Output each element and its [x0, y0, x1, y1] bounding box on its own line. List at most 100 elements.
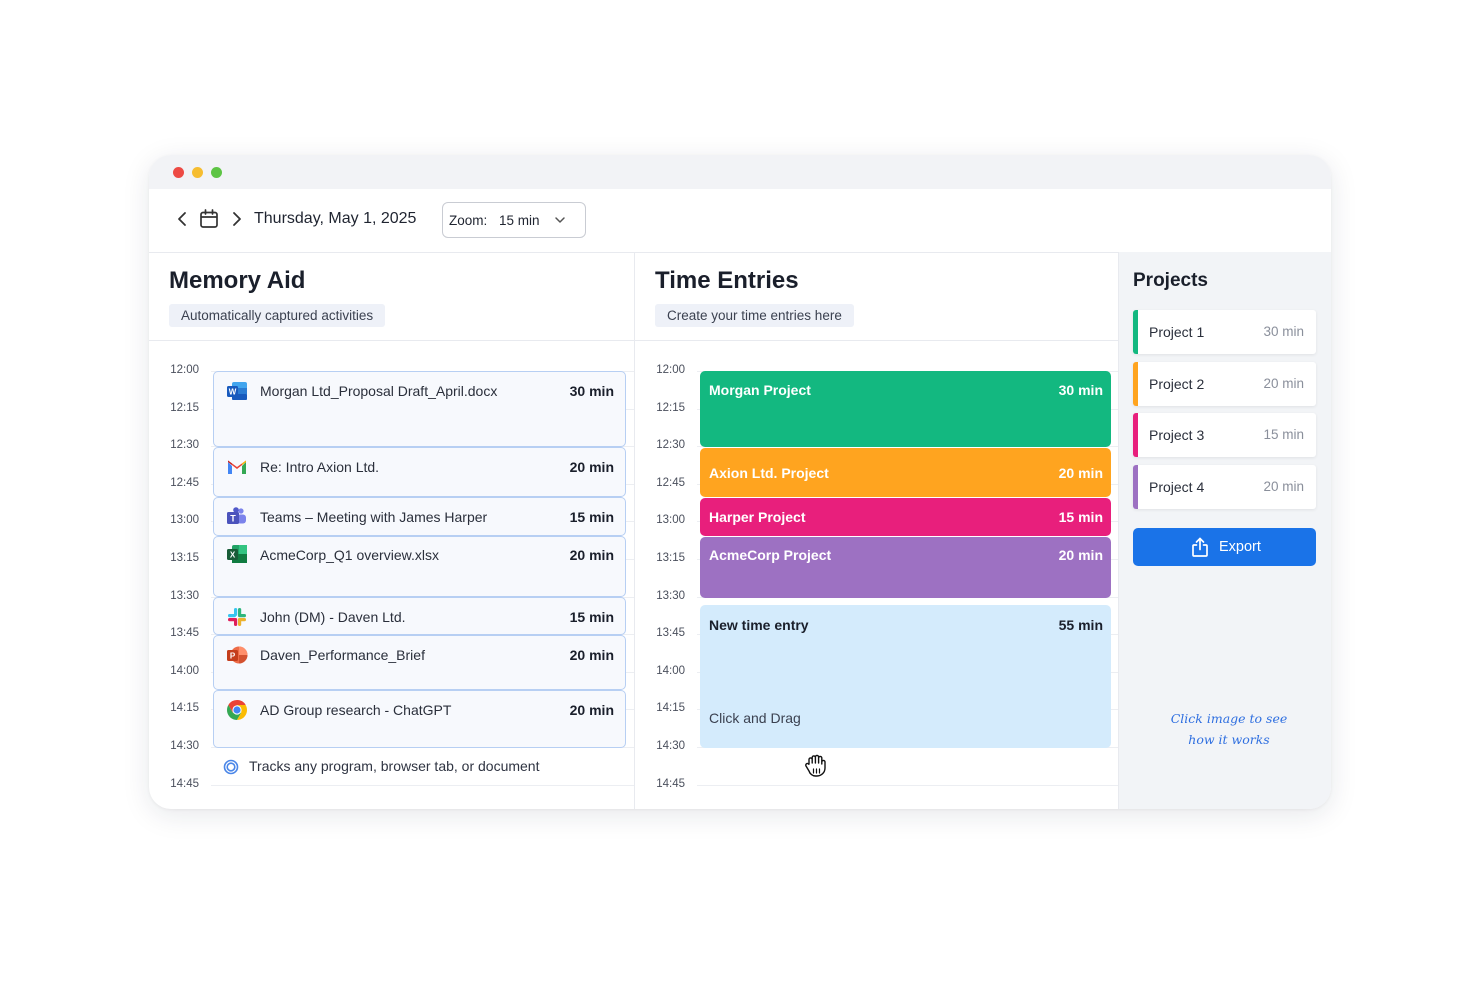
toolbar: Thursday, May 1, 2025 Zoom: 15 min	[149, 189, 1331, 253]
time-label: 13:00	[656, 514, 685, 527]
project-duration: 15 min	[1263, 427, 1304, 442]
activity-title: Teams – Meeting with James Harper	[260, 509, 488, 525]
project-name: Project 1	[1149, 324, 1205, 340]
time-gridline	[211, 784, 634, 786]
time-label: 12:45	[170, 476, 199, 489]
project-name: Project 4	[1149, 479, 1205, 495]
activity-item[interactable]: X AcmeCorp_Q1 overview.xlsx 20 min	[213, 536, 626, 597]
how-it-works-hint[interactable]: Click image to see how it works	[1159, 708, 1299, 750]
svg-text:P: P	[230, 652, 236, 661]
project-name: Project 2	[1149, 376, 1205, 392]
time-label: 14:30	[656, 740, 685, 752]
zoom-value: 15 min	[499, 213, 540, 228]
time-entries-header: Time Entries Create your time entries he…	[635, 252, 1118, 341]
current-date: Thursday, May 1, 2025	[254, 210, 417, 227]
activity-duration: 20 min	[569, 547, 614, 563]
time-entry[interactable]: AcmeCorp Project 20 min	[700, 537, 1111, 598]
activity-item[interactable]: T Teams – Meeting with James Harper 15 m…	[213, 497, 626, 536]
time-entry[interactable]: Axion Ltd. Project 20 min	[700, 448, 1111, 497]
project-card[interactable]: Project 2 20 min	[1133, 362, 1316, 406]
time-entries-subtitle: Create your time entries here	[655, 304, 854, 327]
new-time-entry[interactable]: New time entry 55 min Click and Drag	[700, 605, 1111, 748]
memory-aid-title: Memory Aid	[169, 267, 306, 294]
activity-item[interactable]: Re: Intro Axion Ltd. 20 min	[213, 447, 626, 497]
project-color-bar	[1133, 362, 1138, 406]
time-label: 12:00	[656, 364, 685, 376]
activity-duration: 15 min	[569, 609, 614, 625]
time-label: 14:15	[656, 702, 685, 715]
app-window: Thursday, May 1, 2025 Zoom: 15 min Memor…	[149, 155, 1331, 809]
chrome-icon	[226, 699, 248, 721]
tracking-ring-icon	[223, 759, 239, 778]
project-duration: 20 min	[1263, 479, 1304, 494]
projects-title: Projects	[1133, 270, 1208, 291]
time-entry-name: Harper Project	[709, 509, 806, 525]
zoom-select[interactable]: Zoom: 15 min	[442, 202, 586, 238]
time-label: 12:45	[656, 476, 685, 489]
time-label: 13:30	[656, 589, 685, 602]
time-label: 13:15	[170, 552, 199, 564]
activity-title: AcmeCorp_Q1 overview.xlsx	[260, 547, 439, 563]
svg-text:W: W	[229, 388, 237, 397]
export-button[interactable]: Export	[1133, 528, 1316, 566]
tracking-note-text: Tracks any program, browser tab, or docu…	[249, 758, 540, 774]
share-icon	[1189, 536, 1211, 563]
time-label: 13:15	[656, 552, 685, 564]
project-card[interactable]: Project 1 30 min	[1133, 310, 1316, 354]
new-time-entry-duration: 55 min	[1058, 617, 1103, 633]
zoom-label: Zoom:	[449, 213, 488, 228]
time-label: 13:30	[170, 589, 199, 602]
new-time-entry-name: New time entry	[709, 617, 809, 633]
time-entries-panel: Time Entries Create your time entries he…	[635, 252, 1119, 809]
time-label: 13:45	[170, 627, 199, 640]
project-duration: 30 min	[1263, 324, 1304, 339]
title-bar	[149, 155, 1331, 189]
activity-duration: 20 min	[569, 702, 614, 718]
activity-item[interactable]: AD Group research - ChatGPT 20 min	[213, 690, 626, 748]
minimize-window-button[interactable]	[192, 167, 203, 178]
time-label: 14:45	[656, 777, 685, 790]
project-card[interactable]: Project 3 15 min	[1133, 413, 1316, 457]
time-label: 12:15	[656, 401, 685, 414]
calendar-icon[interactable]	[197, 207, 221, 231]
time-label: 12:30	[170, 439, 199, 452]
time-label: 12:30	[656, 439, 685, 452]
time-label: 12:00	[170, 364, 199, 376]
chevron-right-icon[interactable]	[225, 207, 249, 231]
close-window-button[interactable]	[173, 167, 184, 178]
project-card[interactable]: Project 4 20 min	[1133, 465, 1316, 509]
svg-text:X: X	[230, 551, 236, 560]
excel-icon: X	[226, 543, 248, 565]
time-entry[interactable]: Harper Project 15 min	[700, 498, 1111, 536]
word-icon: W	[226, 380, 248, 402]
time-entry[interactable]: Morgan Project 30 min	[700, 371, 1111, 447]
time-label: 14:15	[170, 702, 199, 715]
memory-aid-subtitle: Automatically captured activities	[169, 304, 386, 327]
memory-aid-panel: Memory Aid Automatically captured activi…	[149, 252, 635, 809]
activity-duration: 20 min	[569, 647, 614, 663]
click-and-drag-hint: Click and Drag	[709, 710, 801, 726]
time-label: 14:00	[656, 664, 685, 677]
time-label: 13:00	[170, 514, 199, 527]
activity-title: Morgan Ltd_Proposal Draft_April.docx	[260, 383, 498, 399]
activity-item[interactable]: John (DM) - Daven Ltd. 15 min	[213, 597, 626, 635]
time-gridline	[697, 784, 1118, 786]
activity-title: John (DM) - Daven Ltd.	[260, 609, 406, 625]
project-color-bar	[1133, 465, 1138, 509]
time-label: 13:45	[656, 627, 685, 640]
time-entry-duration: 15 min	[1058, 509, 1103, 525]
time-entry-name: Axion Ltd. Project	[709, 465, 829, 481]
teams-icon: T	[226, 506, 248, 528]
chevron-left-icon[interactable]	[170, 207, 194, 231]
time-entry-name: Morgan Project	[709, 382, 811, 398]
maximize-window-button[interactable]	[211, 167, 222, 178]
time-entry-duration: 20 min	[1058, 547, 1103, 563]
slack-icon	[226, 606, 248, 628]
svg-text:T: T	[230, 514, 236, 524]
project-color-bar	[1133, 310, 1138, 354]
activity-item[interactable]: W Morgan Ltd_Proposal Draft_April.docx 3…	[213, 371, 626, 447]
activity-item[interactable]: P Daven_Performance_Brief 20 min	[213, 635, 626, 690]
time-entry-duration: 30 min	[1058, 382, 1103, 398]
projects-panel: Projects Project 1 30 min Project 2 20 m…	[1119, 252, 1331, 809]
grab-hand-icon	[803, 752, 831, 783]
